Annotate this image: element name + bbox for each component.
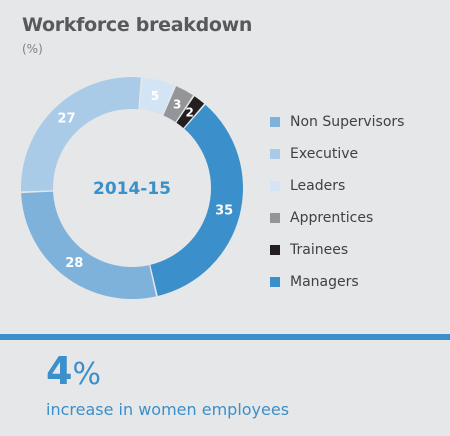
- stat-value: 4%: [46, 352, 101, 390]
- legend-item: Managers: [270, 266, 404, 298]
- donut-slice-apprentices: [163, 86, 194, 123]
- slice-value-label: 27: [57, 112, 75, 127]
- slice-value-label: 35: [215, 203, 233, 218]
- slice-value-label: 3: [173, 97, 181, 111]
- legend-item: Executive: [270, 138, 404, 170]
- donut-slice-leaders: [139, 77, 175, 116]
- legend-swatch: [270, 277, 280, 287]
- slice-value-label: 28: [65, 256, 83, 271]
- stat-unit: %: [72, 357, 101, 392]
- chart-subtitle: (%): [22, 42, 43, 56]
- slice-value-label: 2: [186, 106, 194, 120]
- legend-label: Non Supervisors: [290, 114, 405, 130]
- chart-legend: Non Supervisors Executive Leaders Apprentic…: [270, 106, 404, 298]
- donut-center-label: 2014-15: [93, 179, 171, 199]
- section-divider: [0, 334, 450, 340]
- legend-label: Apprentices: [290, 210, 374, 226]
- donut-slice-non-supervisors: [21, 191, 157, 299]
- legend-swatch: [270, 149, 280, 159]
- legend-item: Leaders: [270, 170, 404, 202]
- donut-slice-labels: 28 27 532 35: [57, 89, 233, 271]
- legend-swatch: [270, 245, 280, 255]
- donut-slice-trainees: [176, 96, 205, 128]
- donut-chart: 28 27 532 35 2014-15: [20, 76, 243, 299]
- chart-title: Workforce breakdown: [22, 14, 253, 36]
- legend-swatch: [270, 117, 280, 127]
- legend-item: Trainees: [270, 234, 404, 266]
- stat-caption: increase in women employees: [46, 400, 290, 419]
- legend-label: Trainees: [290, 242, 349, 258]
- legend-label: Executive: [290, 146, 359, 162]
- legend-label: Managers: [290, 274, 359, 290]
- legend-item: Non Supervisors: [270, 106, 404, 138]
- slice-value-label: 5: [151, 89, 159, 103]
- stat-number: 4: [46, 349, 73, 393]
- donut-slices: [20, 76, 243, 299]
- legend-item: Apprentices: [270, 202, 404, 234]
- donut-slice-executive: [20, 76, 141, 192]
- legend-label: Leaders: [290, 178, 346, 194]
- donut-slice-managers: [150, 104, 243, 296]
- legend-swatch: [270, 213, 280, 223]
- legend-swatch: [270, 181, 280, 191]
